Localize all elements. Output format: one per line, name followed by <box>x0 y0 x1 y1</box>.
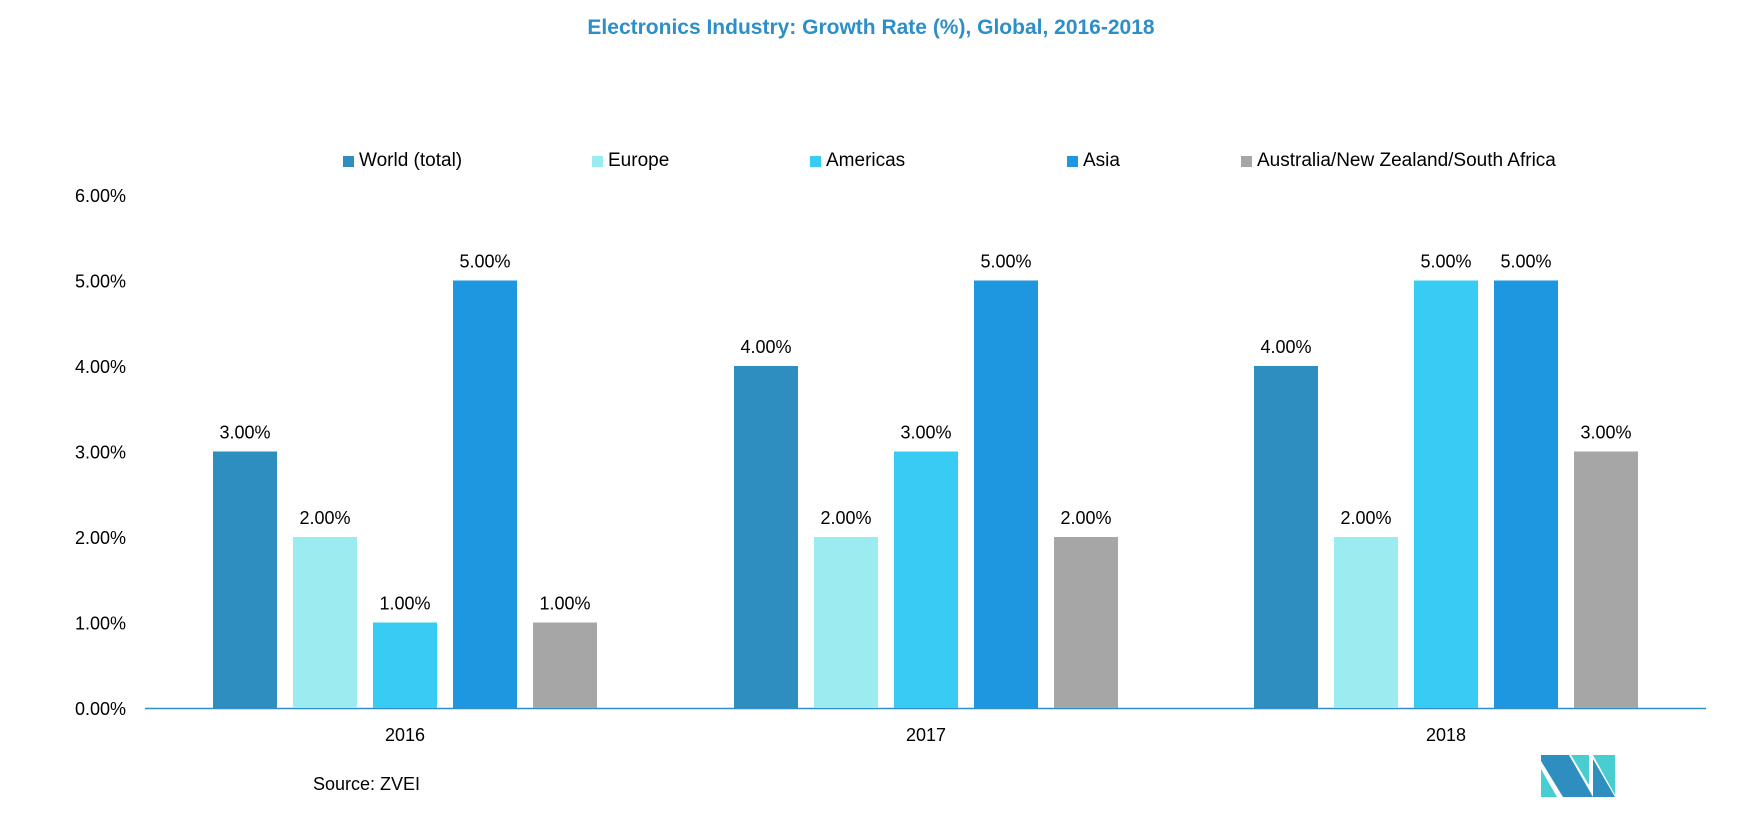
source-note: Source: ZVEI <box>313 774 421 794</box>
y-tick-label: 1.00% <box>75 614 126 634</box>
y-tick-label: 4.00% <box>75 357 126 377</box>
bar-2017-3 <box>974 280 1038 708</box>
data-label: 4.00% <box>1260 337 1311 357</box>
bar-2018-0 <box>1254 366 1318 708</box>
chart-title: Electronics Industry: Growth Rate (%), G… <box>587 16 1155 39</box>
bar-2016-0 <box>213 451 277 708</box>
legend-item: Europe <box>592 150 669 172</box>
data-label: 5.00% <box>1420 252 1471 272</box>
y-tick-label: 2.00% <box>75 528 126 548</box>
x-tick-label: 2016 <box>385 725 425 745</box>
legend-item: Asia <box>1067 150 1120 172</box>
data-label: 4.00% <box>740 337 791 357</box>
legend-swatch <box>810 155 821 167</box>
legend-label: Australia/New Zealand/South Africa <box>1257 150 1556 171</box>
bar-2017-1 <box>814 537 878 708</box>
bar-2016-1 <box>293 537 357 708</box>
y-tick-label: 6.00% <box>75 186 126 206</box>
legend-label: Americas <box>826 150 906 171</box>
data-label: 3.00% <box>1580 423 1631 443</box>
legend-swatch <box>592 155 603 167</box>
legend-swatch <box>1067 155 1078 167</box>
data-label: 2.00% <box>1340 508 1391 528</box>
data-label: 1.00% <box>379 594 430 614</box>
data-label: 1.00% <box>539 594 590 614</box>
data-label: 3.00% <box>219 423 270 443</box>
bar-2017-2 <box>894 451 958 708</box>
x-tick-label: 2018 <box>1426 725 1466 745</box>
bar-2018-1 <box>1334 537 1398 708</box>
chart-legend: World (total) Europe Americas Asia Australia… <box>0 150 1742 176</box>
bar-2018-4 <box>1574 451 1638 708</box>
legend-item: Americas <box>810 150 905 172</box>
bar-2018-2 <box>1414 280 1478 708</box>
y-tick-label: 0.00% <box>75 699 126 719</box>
bar-2016-4 <box>533 622 597 708</box>
legend-swatch <box>1241 155 1252 167</box>
legend-swatch <box>343 155 354 167</box>
data-label: 3.00% <box>900 423 951 443</box>
bar-2017-0 <box>734 366 798 708</box>
company-logo-icon <box>1541 755 1615 797</box>
data-label: 2.00% <box>1060 508 1111 528</box>
y-tick-label: 5.00% <box>75 272 126 292</box>
legend-item: Australia/New Zealand/South Africa <box>1241 150 1556 172</box>
bar-2016-2 <box>373 622 437 708</box>
data-label: 5.00% <box>980 252 1031 272</box>
legend-label: Europe <box>608 150 670 171</box>
legend-label: World (total) <box>359 150 463 171</box>
data-label: 2.00% <box>820 508 871 528</box>
legend-label: Asia <box>1083 150 1120 171</box>
data-label: 5.00% <box>1500 252 1551 272</box>
bar-2018-3 <box>1494 280 1558 708</box>
legend-item: World (total) <box>343 150 462 172</box>
bar-2017-4 <box>1054 537 1118 708</box>
data-label: 2.00% <box>299 508 350 528</box>
x-tick-label: 2017 <box>906 725 946 745</box>
y-tick-label: 3.00% <box>75 443 126 463</box>
bar-2016-3 <box>453 280 517 708</box>
data-label: 5.00% <box>459 252 510 272</box>
